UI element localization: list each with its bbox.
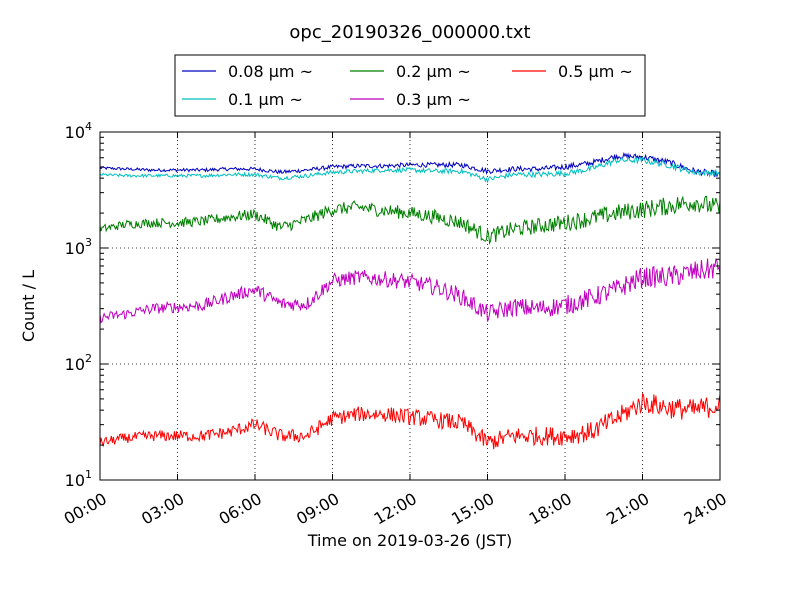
x-tick-label: 12:00 <box>371 489 420 529</box>
x-tick-label: 03:00 <box>138 489 187 529</box>
y-tick-label: 103 <box>65 236 92 258</box>
x-tick-label: 24:00 <box>681 489 730 529</box>
x-axis-label: Time on 2019-03-26 (JST) <box>307 531 512 550</box>
x-tick-label: 21:00 <box>603 489 652 529</box>
y-tick-label: 104 <box>65 120 92 142</box>
grid <box>100 132 720 480</box>
series-line-3 <box>99 258 721 324</box>
x-tick-label: 09:00 <box>293 489 342 529</box>
x-tick-label: 18:00 <box>526 489 575 529</box>
chart-title: opc_20190326_000000.txt <box>289 22 530 43</box>
series-line-1 <box>99 156 721 184</box>
y-tick-label: 102 <box>65 352 92 374</box>
legend-label: 0.5 μm ~ <box>558 62 633 81</box>
x-tick-label: 00:00 <box>61 489 110 529</box>
legend-label: 0.3 μm ~ <box>396 90 471 109</box>
legend-label: 0.2 μm ~ <box>396 62 471 81</box>
legend-label: 0.1 μm ~ <box>228 90 303 109</box>
series-line-2 <box>99 195 721 246</box>
ticks: 00:00 03:00 06:00 09:00 12:00 15:00 18:00 21:00… <box>61 120 730 529</box>
y-tick-label: 101 <box>65 468 92 490</box>
legend: 0.08 μm ~ 0.1 μm ~ 0.2 μm ~ 0.3 μm ~ 0.5 μm … <box>182 62 633 109</box>
y-axis-label: Count / L <box>19 270 38 342</box>
legend-box <box>174 54 646 117</box>
legend-label: 0.08 μm ~ <box>228 62 313 81</box>
series-line-0 <box>99 151 721 178</box>
x-tick-label: 06:00 <box>216 489 265 529</box>
series-group <box>99 151 721 450</box>
x-tick-label: 15:00 <box>448 489 497 529</box>
series-line-4 <box>99 392 721 450</box>
